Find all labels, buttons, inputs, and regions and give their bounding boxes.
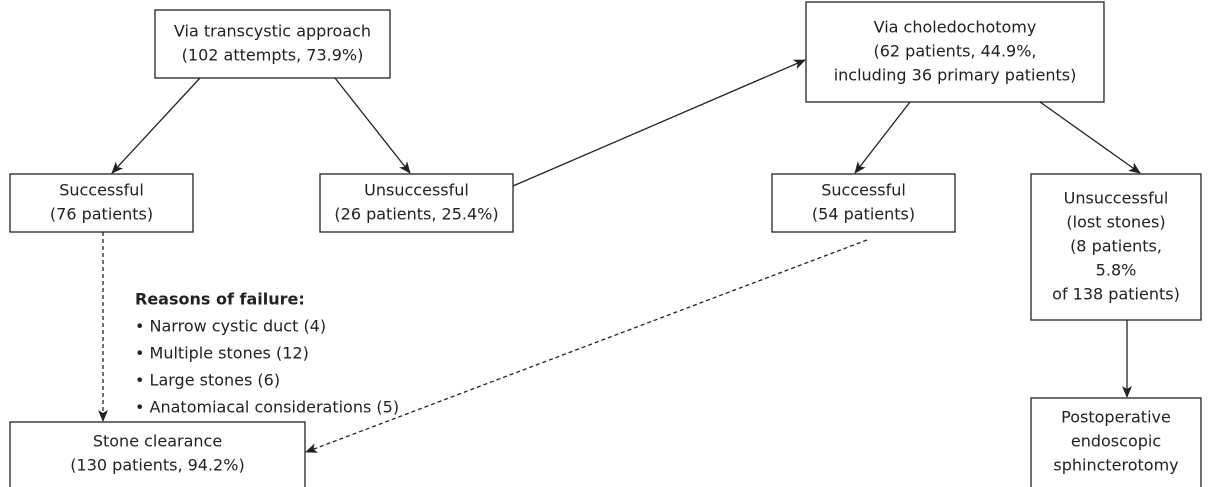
node-text: (102 attempts, 73.9%) — [182, 46, 364, 65]
arrow — [1039, 101, 1141, 174]
node-box — [1030, 173, 1202, 321]
node-text: Stone clearance — [93, 432, 222, 451]
node-text: Via transcystic approach — [174, 22, 371, 41]
node-text: Successful — [59, 181, 144, 200]
node-text: (62 patients, 44.9%, — [873, 42, 1036, 61]
arrow — [334, 77, 411, 174]
node-box — [154, 9, 391, 79]
node-text: Via choledochotomy — [874, 18, 1037, 37]
node-box — [9, 173, 194, 233]
reasons-title: Reasons of failure: — [135, 290, 305, 309]
reason-item: • Large stones (6) — [135, 371, 280, 390]
node-text: including 36 primary patients) — [834, 66, 1077, 85]
node-text: (76 patients) — [50, 205, 153, 224]
node-text: sphincterotomy — [1053, 456, 1178, 475]
node-text: Postoperative — [1061, 408, 1171, 427]
node-text: endoscopic — [1071, 432, 1161, 451]
node-text: Unsuccessful — [1064, 189, 1169, 208]
node-text: (130 patients, 94.2%) — [70, 456, 244, 475]
arrow — [512, 59, 806, 187]
node-text: Unsuccessful — [364, 181, 469, 200]
node-text: (lost stones) — [1066, 213, 1165, 232]
arrows — [98, 59, 1141, 453]
node-text: (26 patients, 25.4%) — [334, 205, 498, 224]
arrow — [854, 101, 911, 174]
node-box — [9, 421, 306, 487]
node-box — [1030, 397, 1202, 487]
node-text: of 138 patients) — [1052, 285, 1180, 304]
node-text: 5.8% — [1096, 261, 1137, 280]
node-text: Successful — [821, 181, 906, 200]
reason-item: • Anatomiacal considerations (5) — [135, 398, 399, 417]
reason-item: • Multiple stones (12) — [135, 344, 309, 363]
node-box — [771, 173, 956, 233]
node-box — [805, 1, 1105, 103]
node-text: (8 patients, — [1070, 237, 1162, 256]
dashed-arrow — [305, 239, 868, 453]
arrow — [111, 77, 201, 174]
node-text: (54 patients) — [812, 205, 915, 224]
reason-item: • Narrow cystic duct (4) — [135, 317, 326, 336]
node-box — [319, 173, 514, 233]
